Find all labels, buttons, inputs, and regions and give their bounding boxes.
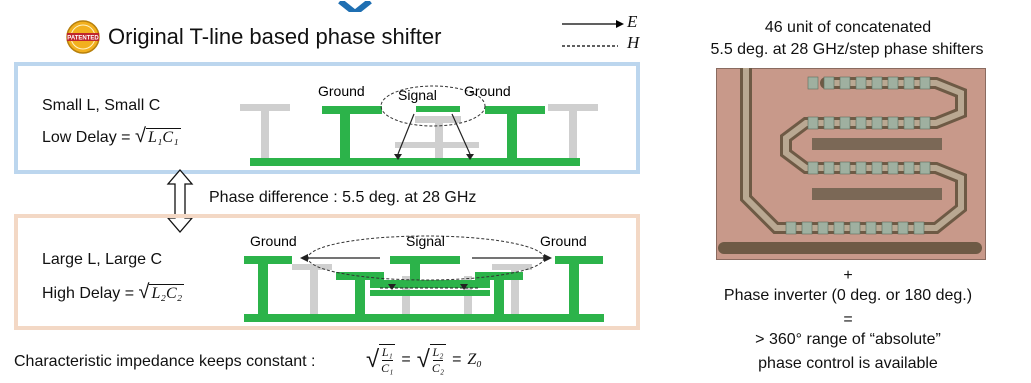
legend-h-label: H	[627, 33, 640, 52]
small-lc-structure: Ground Signal Ground	[240, 83, 598, 166]
e-field-arrows	[397, 113, 471, 155]
impedance-equation: √ L₁ C₁ = √ L₂ C₂ = Z₀	[366, 340, 482, 380]
low-delay-sqrt: L₁C₁	[145, 128, 181, 146]
right-caption-line1: 46 unit of concatenated	[764, 19, 932, 36]
small-lc-label: Small L, Small C	[42, 97, 161, 114]
legend-e-label: E	[627, 12, 638, 31]
sqrt-sign-icon: √	[416, 346, 430, 373]
high-delay-sqrt: L₂C₂	[149, 284, 185, 302]
double-arrow-icon	[166, 169, 194, 233]
panel-large-lc	[14, 214, 640, 330]
phase-difference-label: Phase difference : 5.5 deg. at 28 GHz	[209, 189, 477, 206]
frac2-den: C₂	[431, 361, 445, 375]
plus-sign: +	[843, 267, 853, 284]
small-ground-right: Ground	[464, 83, 511, 99]
green-traces	[244, 256, 604, 322]
range-line2: phase control is available	[758, 355, 938, 372]
field-legend	[560, 12, 640, 58]
low-delay-label: Low Delay = √ L₁C₁	[42, 124, 181, 148]
sqrt-sign-icon: √	[134, 125, 146, 147]
large-signal: Signal	[406, 233, 445, 249]
equals-sign: =	[843, 311, 853, 328]
large-ground-left: Ground	[250, 233, 297, 249]
frac1: L₁ C₁	[379, 344, 396, 376]
field-ellipse	[380, 85, 486, 127]
frac1-num: L₁	[381, 345, 393, 361]
high-delay-prefix: High Delay =	[42, 285, 135, 302]
green-traces	[250, 106, 580, 166]
impedance-statement: Characteristic impedance keeps constant …	[14, 352, 315, 371]
sqrt-sign-icon: √	[366, 346, 380, 373]
large-ground-right: Ground	[540, 233, 587, 249]
z0-label: Z₀	[467, 351, 482, 368]
frac2-num: L₂	[432, 345, 444, 361]
right-caption-line2: 5.5 deg. at 28 GHz/step phase shifters	[710, 41, 984, 58]
small-ground-left: Ground	[318, 83, 365, 99]
equals-2: =	[452, 351, 462, 368]
range-line1: > 360° range of “absolute”	[755, 331, 941, 348]
diagram-title: Original T-line based phase shifter	[108, 24, 442, 49]
equals-1: =	[401, 351, 411, 368]
patented-badge-icon: PATENTED	[66, 20, 100, 54]
phase-inverter-label: Phase inverter (0 deg. or 180 deg.)	[723, 287, 973, 304]
chip-micrograph-image	[715, 62, 987, 261]
low-delay-prefix: Low Delay =	[42, 129, 131, 146]
cropped-heading-fragment	[300, 0, 430, 12]
high-delay-label: High Delay = √ L₂C₂	[42, 280, 185, 304]
impedance-text: Characteristic impedance keeps constant …	[14, 353, 316, 370]
frac2: L₂ C₂	[429, 344, 447, 376]
ghost-t-sections	[292, 264, 532, 318]
ghost-t-sections	[240, 104, 598, 164]
large-lc-label: Large L, Large C	[42, 251, 163, 268]
small-signal: Signal	[398, 87, 437, 103]
large-lc-structure: Ground Signal Ground	[244, 233, 604, 322]
frac1-den: C₁	[381, 361, 394, 375]
panel-small-lc	[14, 62, 640, 174]
badge-label: PATENTED	[67, 36, 99, 42]
sqrt-sign-icon: √	[138, 281, 150, 303]
